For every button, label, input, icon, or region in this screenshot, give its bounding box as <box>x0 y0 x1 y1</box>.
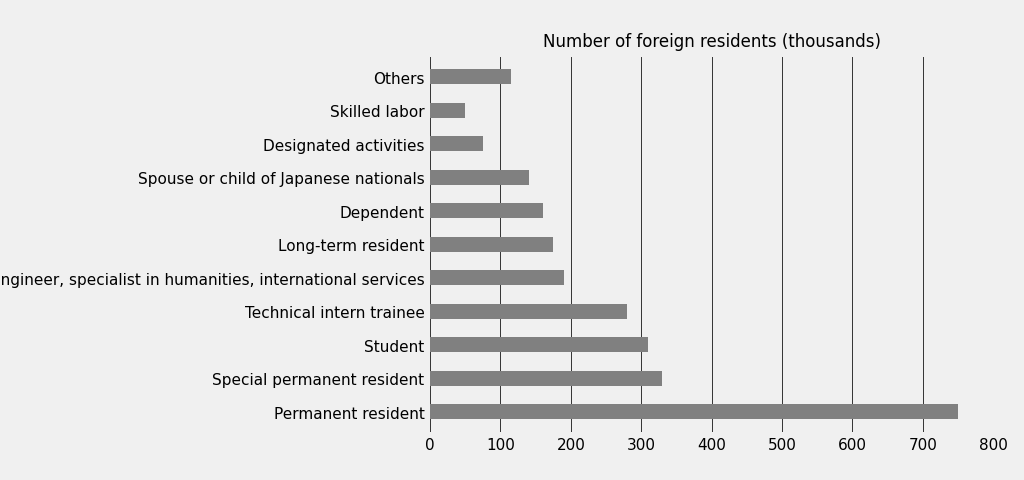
Bar <box>430 405 958 420</box>
Bar <box>430 104 465 119</box>
Bar <box>430 337 648 353</box>
Bar <box>430 204 543 219</box>
Bar <box>430 304 627 319</box>
Bar <box>430 170 528 185</box>
Bar <box>430 137 483 152</box>
Bar <box>430 237 553 252</box>
Bar <box>430 271 564 286</box>
Bar <box>430 70 511 85</box>
Title: Number of foreign residents (thousands): Number of foreign residents (thousands) <box>543 33 881 50</box>
Bar <box>430 371 663 386</box>
